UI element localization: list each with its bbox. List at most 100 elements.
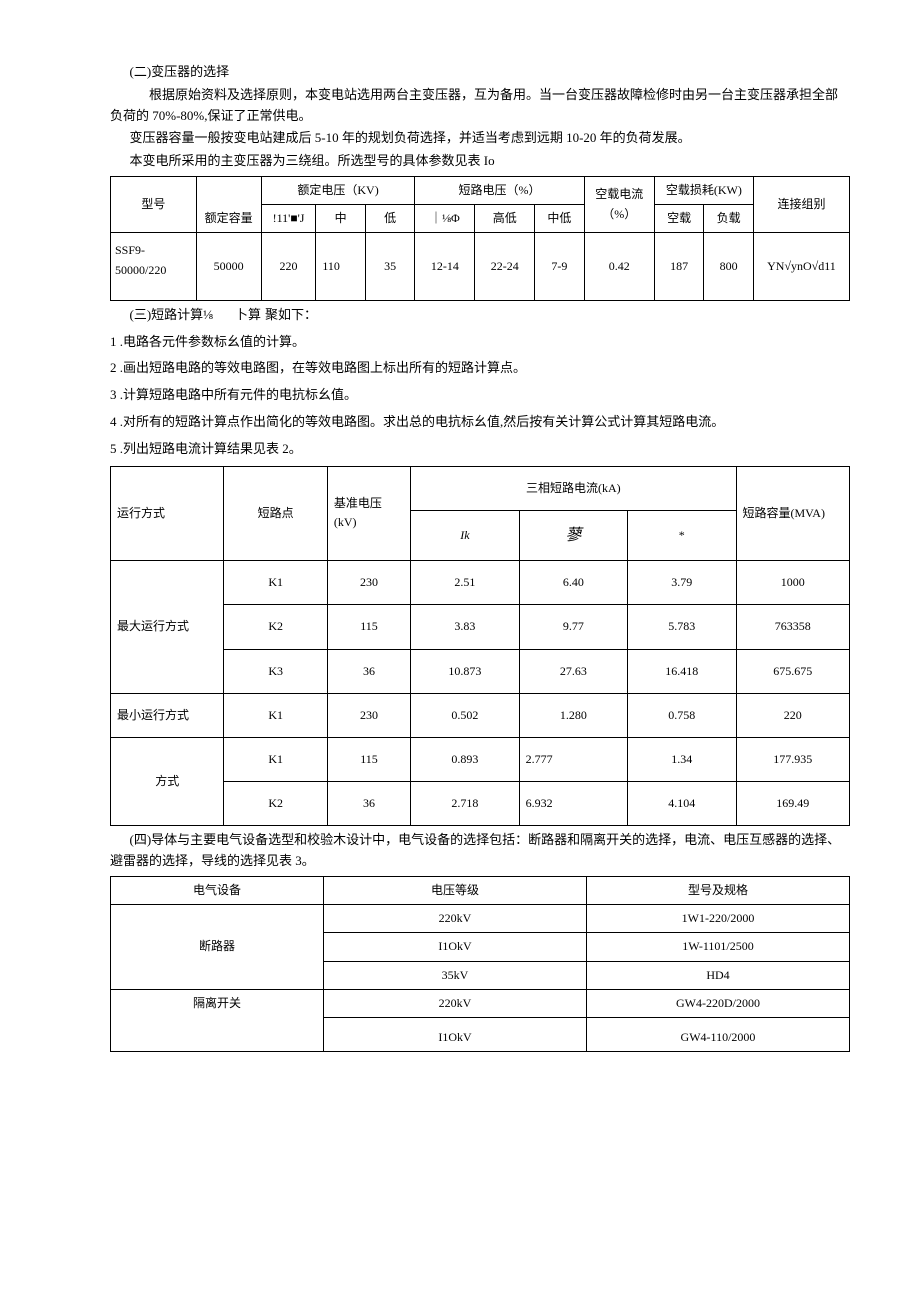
col-sc3: 中低 — [535, 205, 585, 233]
col-level: 电压等级 — [324, 877, 587, 905]
cell: YN√ynO√d11 — [753, 233, 849, 300]
cell-mode: 方式 — [111, 738, 224, 826]
col-device: 电气设备 — [111, 877, 324, 905]
cell: 22-24 — [475, 233, 535, 300]
cell: 35 — [365, 233, 415, 300]
cell: 800 — [704, 233, 754, 300]
cell: 35kV — [324, 961, 587, 989]
cell: 1W-1101/2500 — [587, 933, 850, 961]
col-loss-empty: 空载 — [654, 205, 704, 233]
cell: 177.935 — [736, 738, 850, 782]
cell: K2 — [224, 782, 327, 826]
cell: 3.79 — [628, 561, 736, 605]
col-sc-voltage: 短路电压（%） — [415, 176, 584, 204]
cell: 6.40 — [519, 561, 627, 605]
cell: 763358 — [736, 605, 850, 649]
cell-mode: 最大运行方式 — [111, 561, 224, 694]
col-vl: 低 — [365, 205, 415, 233]
cell: 115 — [327, 605, 410, 649]
cell: 6.932 — [519, 782, 627, 826]
list-item: 5 .列出短路电流计算结果见表 2。 — [110, 439, 850, 460]
cell: 187 — [654, 233, 704, 300]
cell: K1 — [224, 738, 327, 782]
table-row: 最小运行方式 K1 230 0.502 1.280 0.758 220 — [111, 693, 850, 737]
col-mode: 运行方式 — [111, 466, 224, 561]
table-row: 运行方式 短路点 基准电压(kV) 三相短路电流(kA) 短路容量(MVA) — [111, 466, 850, 510]
table-row: SSF9-50000/220 50000 220 110 35 12-14 22… — [111, 233, 850, 300]
cell: 220 — [736, 693, 850, 737]
cell: 220kV — [324, 989, 587, 1017]
cell: 27.63 — [519, 649, 627, 693]
cell: 220kV — [324, 905, 587, 933]
cell: I1OkV — [324, 933, 587, 961]
cell: 7-9 — [535, 233, 585, 300]
cell: 36 — [327, 649, 410, 693]
table-equipment: 电气设备 电压等级 型号及规格 断路器 220kV 1W1-220/2000 I… — [110, 876, 850, 1052]
cell: 1W1-220/2000 — [587, 905, 850, 933]
table-row: 电气设备 电压等级 型号及规格 — [111, 877, 850, 905]
col-point: 短路点 — [224, 466, 327, 561]
list-item: 3 .计算短路电路中所有元件的电抗标幺值。 — [110, 385, 850, 406]
text: 聚如下： — [265, 305, 317, 326]
cell: HD4 — [587, 961, 850, 989]
cell: 1000 — [736, 561, 850, 605]
table-row: 断路器 220kV 1W1-220/2000 — [111, 905, 850, 933]
cell: K3 — [224, 649, 327, 693]
paragraph: 变压器容量一般按变电站建成后 5-10 年的规划负荷选择，并适当考虑到远期 10… — [110, 128, 850, 149]
cell: GW4-110/2000 — [587, 1017, 850, 1051]
cell: 1.280 — [519, 693, 627, 737]
cell: 169.49 — [736, 782, 850, 826]
cell: 230 — [327, 693, 410, 737]
cell: 1.34 — [628, 738, 736, 782]
cell: 2.718 — [411, 782, 519, 826]
cell: 12-14 — [415, 233, 475, 300]
col-capacity: 额定容量 — [196, 176, 261, 232]
col-loss-full: 负载 — [704, 205, 754, 233]
heading-2: (二)变压器的选择 — [110, 62, 850, 83]
heading-4: (四)导体与主要电气设备选型和校验木设计中，电气设备的选择包括：断路器和隔离开关… — [110, 830, 850, 872]
col-vm: 中 — [316, 205, 366, 233]
cell: 0.893 — [411, 738, 519, 782]
cell: K2 — [224, 605, 327, 649]
col-c3: * — [628, 510, 736, 561]
cell: K1 — [224, 693, 327, 737]
heading-3: (三)短路计算⅛ 卜算 聚如下： — [110, 305, 850, 326]
cell: GW4-220D/2000 — [587, 989, 850, 1017]
table-row: 隔离开关 220kV GW4-220D/2000 — [111, 989, 850, 1017]
cell: 2.777 — [519, 738, 627, 782]
list-item: 1 .电路各元件参数标幺值的计算。 — [110, 332, 850, 353]
cell: 220 — [261, 233, 316, 300]
cell: 16.418 — [628, 649, 736, 693]
cell: 0.758 — [628, 693, 736, 737]
cell: 36 — [327, 782, 410, 826]
col-capacity: 短路容量(MVA) — [736, 466, 850, 561]
cell: 110 — [316, 233, 366, 300]
table-row: 方式 K1 115 0.893 2.777 1.34 177.935 — [111, 738, 850, 782]
cell-device: 隔离开关 — [111, 989, 324, 1051]
cell: 3.83 — [411, 605, 519, 649]
cell: K1 — [224, 561, 327, 605]
col-connection: 连接组别 — [753, 176, 849, 232]
col-vh: !11'■'J — [261, 205, 316, 233]
col-voltage: 额定电压（KV) — [261, 176, 415, 204]
list-item: 4 .对所有的短路计算点作出简化的等效电路图。求出总的电抗标幺值,然后按有关计算… — [110, 412, 850, 433]
cell: I1OkV — [324, 1017, 587, 1051]
col-base-voltage: 基准电压(kV) — [327, 466, 410, 561]
cell: SSF9-50000/220 — [111, 233, 197, 300]
cell: 230 — [327, 561, 410, 605]
table-row: 型号 额定容量 额定电压（KV) 短路电压（%） 空载电流（%） 空载损耗(KW… — [111, 176, 850, 204]
col-ik: Ik — [411, 510, 519, 561]
text: (三)短路计算⅛ — [110, 305, 235, 326]
col-c2: 蓼 — [519, 510, 627, 561]
cell: 4.104 — [628, 782, 736, 826]
cell: 5.783 — [628, 605, 736, 649]
col-model: 型号 — [111, 176, 197, 232]
cell: 10.873 — [411, 649, 519, 693]
table-row: 最大运行方式 K1 230 2.51 6.40 3.79 1000 — [111, 561, 850, 605]
cell: 675.675 — [736, 649, 850, 693]
cell: 115 — [327, 738, 410, 782]
cell-device: 断路器 — [111, 905, 324, 990]
cell: 0.502 — [411, 693, 519, 737]
paragraph: 根据原始资料及选择原则，本变电站选用两台主变压器，互为备用。当一台变压器故障检修… — [110, 85, 850, 127]
table-short-circuit: 运行方式 短路点 基准电压(kV) 三相短路电流(kA) 短路容量(MVA) I… — [110, 466, 850, 827]
